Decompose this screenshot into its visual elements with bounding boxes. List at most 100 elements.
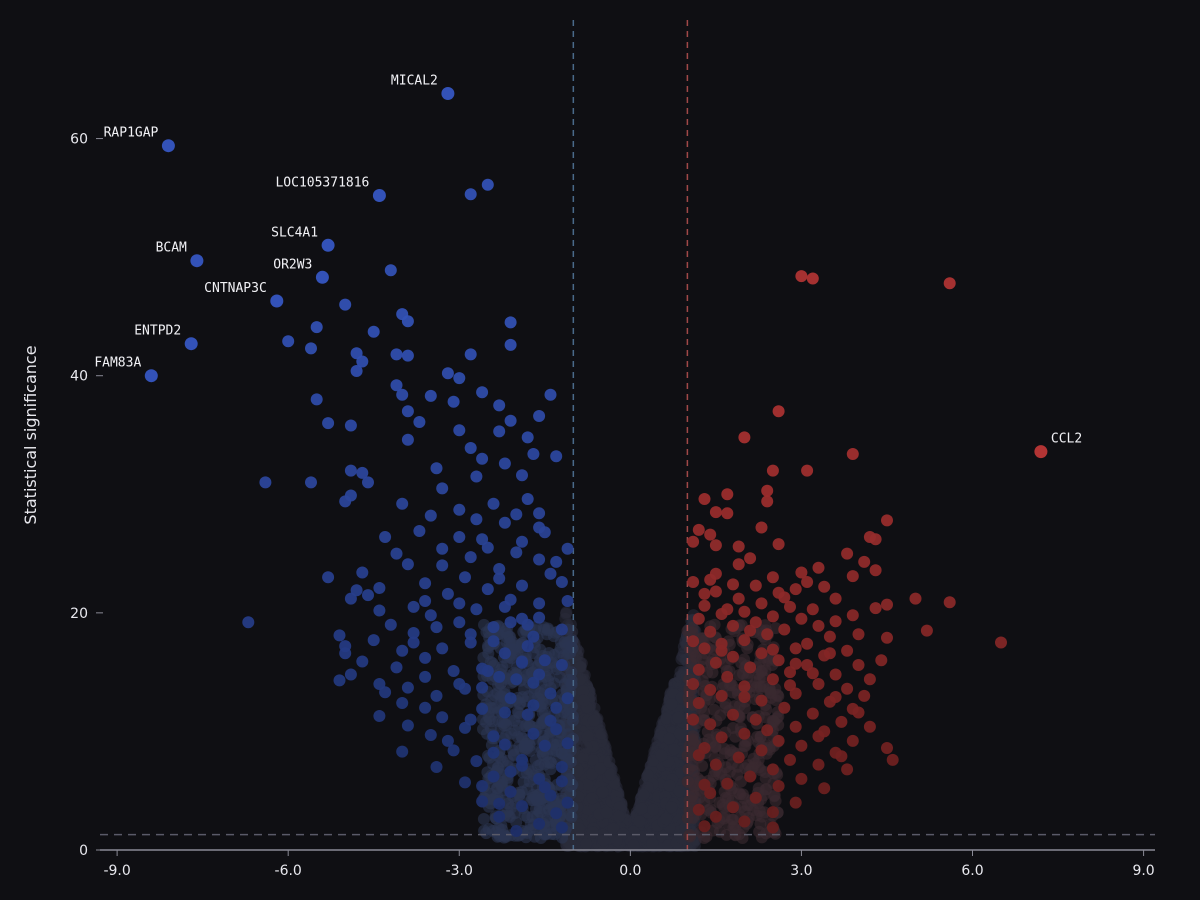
- downregulated-point: [487, 770, 500, 783]
- nonsignificant-point: [673, 785, 686, 798]
- upregulated-point: [835, 715, 848, 728]
- downregulated-point: [493, 810, 506, 823]
- upregulated-point: [772, 538, 785, 551]
- upregulated-point: [766, 821, 779, 834]
- upregulated-point: [709, 810, 722, 823]
- downregulated-point: [436, 559, 449, 572]
- background-point: [521, 811, 534, 824]
- downregulated-point: [493, 425, 506, 438]
- nonsignificant-point: [560, 607, 572, 620]
- background-point: [755, 831, 768, 844]
- downregulated-point: [401, 315, 414, 328]
- upregulated-point: [858, 689, 871, 702]
- downregulated-point: [561, 542, 574, 555]
- downregulated-point: [516, 469, 528, 482]
- downregulated-point: [533, 817, 546, 830]
- downregulated-point: [538, 526, 551, 539]
- downregulated-point: [419, 651, 432, 664]
- downregulated-point: [487, 730, 500, 743]
- downregulated-point: [561, 737, 574, 750]
- upregulated-point: [738, 691, 751, 703]
- upregulated-point: [749, 579, 762, 592]
- upregulated-point: [806, 707, 819, 720]
- upregulated-point: [738, 431, 751, 444]
- background-point: [500, 729, 513, 742]
- downregulated-point: [493, 670, 506, 683]
- downregulated-point: [516, 535, 528, 548]
- upregulated-point: [744, 552, 757, 565]
- nonsignificant-point: [646, 837, 659, 850]
- upregulated-point: [841, 644, 854, 657]
- upregulated-point: [704, 718, 717, 731]
- nonsignificant-point: [581, 778, 594, 791]
- upregulated-point: [806, 603, 819, 616]
- upregulated-point: [761, 628, 774, 641]
- gene-label: ENTPD2: [134, 324, 181, 339]
- upregulated-point: [772, 654, 785, 667]
- downregulated-point: [419, 577, 432, 590]
- upregulated-point: [795, 612, 808, 625]
- downregulated-point: [419, 595, 432, 607]
- downregulated-point: [344, 419, 357, 432]
- background-point: [548, 648, 561, 661]
- downregulated-point: [344, 464, 357, 477]
- downregulated-point: [533, 507, 546, 520]
- upregulated-point: [881, 631, 893, 644]
- upregulated-point: [806, 272, 819, 285]
- nonsignificant-point: [675, 653, 688, 666]
- background-point: [535, 793, 548, 805]
- downregulated-point: [464, 636, 477, 649]
- downregulated-point: [538, 781, 551, 794]
- x-tick-label: -6.0: [275, 863, 302, 879]
- upregulated-point: [755, 694, 768, 707]
- background-point: [491, 782, 503, 795]
- background-point: [734, 775, 747, 788]
- upregulated-point: [823, 630, 836, 643]
- y-axis-label: Statistical significance: [21, 345, 40, 524]
- downregulated-point: [436, 711, 449, 724]
- background-point: [735, 657, 748, 669]
- downregulated-point: [481, 541, 494, 554]
- gene-label: SLC4A1: [271, 225, 318, 240]
- downregulated-point: [350, 365, 363, 377]
- nonsignificant-point: [673, 727, 686, 740]
- background-point: [565, 677, 578, 690]
- nonsignificant-point: [607, 822, 620, 835]
- upregulated-point: [812, 619, 825, 632]
- downregulated-point: [521, 618, 534, 631]
- downregulated-point: [521, 493, 534, 505]
- downregulated-point: [510, 546, 523, 559]
- upregulated-point: [795, 270, 808, 283]
- downregulated-point: [430, 462, 443, 475]
- background-point: [561, 719, 574, 732]
- downregulated-point: [310, 393, 323, 406]
- upregulated-point: [863, 673, 876, 686]
- downregulated-point: [464, 348, 477, 361]
- downregulated-point: [481, 583, 494, 596]
- downregulated-point: [527, 630, 540, 643]
- upregulated-point: [692, 663, 705, 676]
- downregulated-point: [424, 729, 437, 741]
- downregulated-point: [259, 476, 272, 489]
- upregulated-point: [812, 730, 825, 743]
- upregulated-point: [789, 796, 802, 809]
- downregulated-point: [487, 621, 500, 634]
- upregulated-point: [858, 555, 871, 568]
- labeled-gene-point: [321, 238, 335, 252]
- upregulated-point: [920, 624, 933, 637]
- upregulated-point: [704, 683, 717, 696]
- upregulated-point: [846, 448, 859, 460]
- upregulated-point: [698, 493, 711, 505]
- downregulated-point: [527, 448, 540, 460]
- downregulated-point: [436, 542, 449, 555]
- x-tick-label: 0.0: [619, 863, 641, 879]
- downregulated-point: [476, 780, 489, 792]
- gene-label: BCAM: [156, 241, 187, 256]
- upregulated-point: [727, 578, 739, 591]
- background-point: [738, 739, 751, 752]
- downregulated-point: [544, 714, 557, 727]
- upregulated-point: [687, 535, 700, 548]
- downregulated-point: [487, 635, 500, 648]
- upregulated-point: [772, 405, 785, 418]
- upregulated-point: [749, 791, 762, 804]
